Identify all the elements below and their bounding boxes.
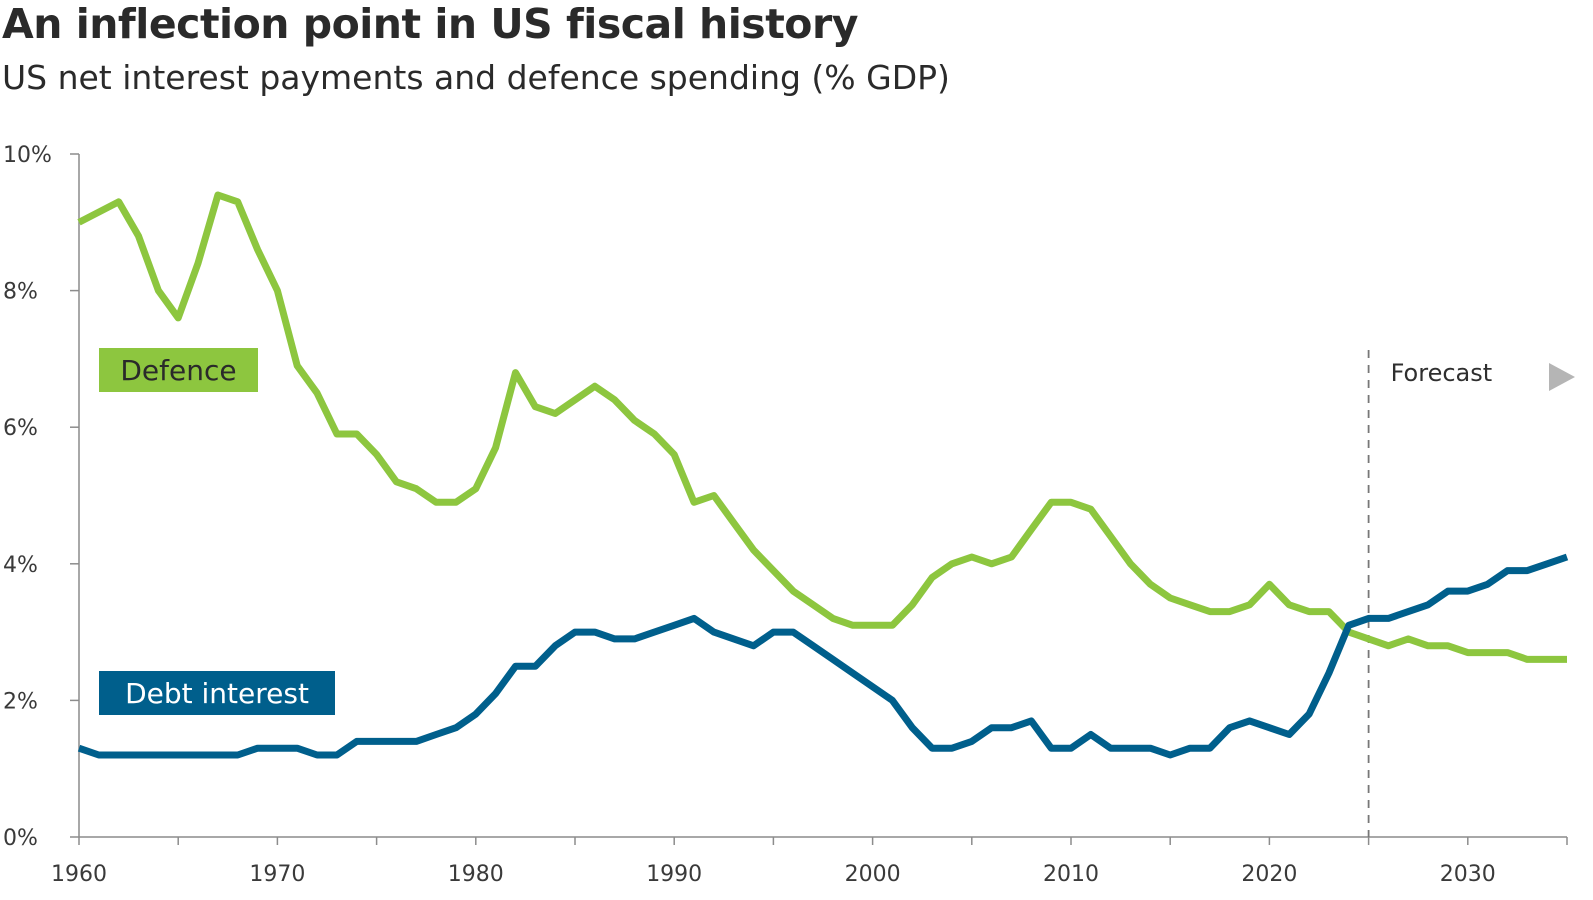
series-label-box-defence: [99, 348, 258, 392]
series-labels: Defence Debt interest: [99, 348, 335, 715]
series-label-debt-interest: Debt interest: [125, 677, 309, 710]
y-tick-label: 8%: [3, 280, 38, 305]
x-tick-label: 1960: [51, 862, 107, 887]
x-tick-label: 2020: [1241, 862, 1297, 887]
x-tick-label: 1970: [249, 862, 305, 887]
y-tick-label: 6%: [3, 416, 38, 441]
chart-subtitle: US net interest payments and defence spe…: [2, 58, 950, 97]
x-tick-label: 1990: [646, 862, 702, 887]
y-tick-label: 2%: [3, 689, 38, 714]
x-tick-label: 1980: [448, 862, 504, 887]
series-line-defence: [77, 191, 1567, 663]
x-tick-label: 2030: [1440, 862, 1496, 887]
forecast-group: Forecast: [1367, 350, 1575, 837]
chart-title: An inflection point in US fiscal history: [2, 0, 858, 48]
y-tick-label: 0%: [3, 826, 38, 851]
series-line-debt-interest: [77, 553, 1569, 759]
series-lines: [77, 191, 1569, 759]
forecast-label: Forecast: [1391, 359, 1493, 387]
x-tick-label: 2000: [845, 862, 901, 887]
axes-group: 0% 2% 4% 6% 8% 10% 1960 1970 1980 1990 2000 2010 202…: [3, 143, 1568, 887]
y-tick-label: 4%: [3, 553, 38, 578]
x-tick-label: 2010: [1043, 862, 1099, 887]
forecast-arrow-icon: [1549, 363, 1575, 391]
series-label-box-debt-interest: [99, 671, 335, 715]
y-tick-label: 10%: [3, 143, 52, 168]
series-label-defence: Defence: [120, 354, 236, 387]
